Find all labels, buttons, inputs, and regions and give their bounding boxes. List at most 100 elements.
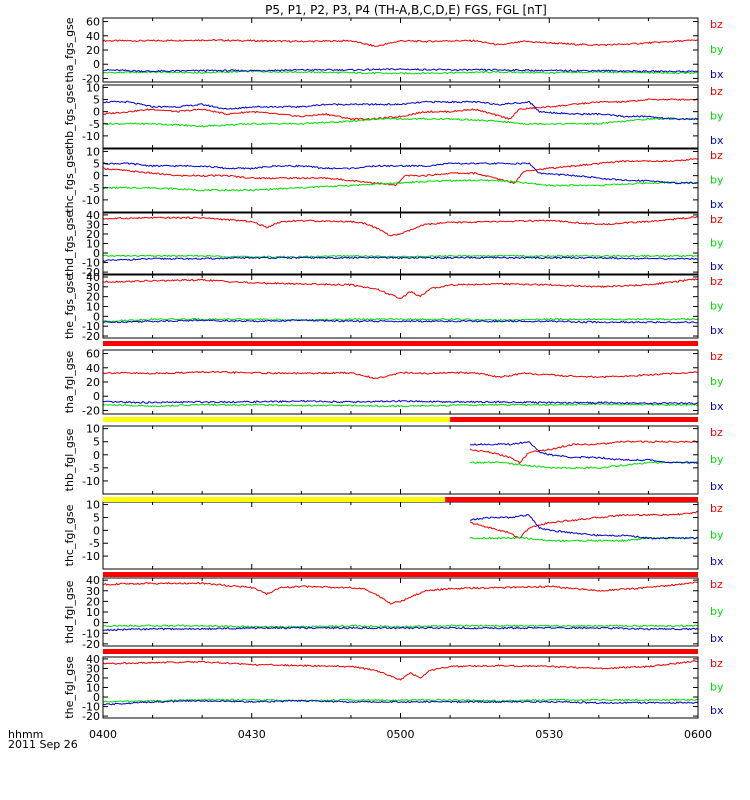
y-tick-label: 40 xyxy=(86,30,100,43)
y-tick-label: 20 xyxy=(86,44,100,57)
series-line-by xyxy=(102,402,699,408)
series-line-bx xyxy=(469,514,699,540)
series-line-bx xyxy=(102,100,699,121)
series-line-by xyxy=(102,69,699,75)
series-line-bz xyxy=(469,440,699,465)
y-tick-label: -10 xyxy=(82,627,100,640)
y-axis-label: thd_fgl_gse xyxy=(63,580,76,643)
y-tick-label: -5 xyxy=(89,182,100,195)
series-line-by xyxy=(469,461,699,470)
y-tick-label: 5 xyxy=(93,94,100,107)
y-tick-label: -10 xyxy=(82,194,100,207)
legend-label-bx: bx xyxy=(710,68,724,81)
series-line-by xyxy=(103,179,699,192)
y-tick-label: 20 xyxy=(86,228,100,241)
y-tick-label: -10 xyxy=(82,550,100,563)
legend-label-bx: bx xyxy=(710,480,724,493)
legend-label-bx: bx xyxy=(710,632,724,645)
series-line-bx xyxy=(102,626,699,632)
y-tick-label: 0 xyxy=(93,170,100,183)
y-tick-label: 30 xyxy=(86,585,100,598)
y-axis-label: thd_fgs_gse xyxy=(63,211,76,277)
y-axis-label: the_fgl_gse xyxy=(63,656,76,719)
series-line-bz xyxy=(102,370,698,380)
panel-frame xyxy=(102,212,699,275)
status-bar-segment-red xyxy=(103,341,698,346)
status-bar-segment-red xyxy=(103,572,698,577)
legend-label-bx: bx xyxy=(710,134,724,147)
series-line-bx xyxy=(469,441,699,464)
y-tick-label: 0 xyxy=(93,691,100,704)
legend-label-bz: bz xyxy=(710,350,723,363)
series-line-by xyxy=(102,698,699,703)
y-tick-label: -10 xyxy=(82,320,100,333)
legend-label-bx: bx xyxy=(710,260,724,273)
x-tick-label: 0500 xyxy=(387,728,415,741)
y-axis-label: tha_fgs_gse xyxy=(63,17,76,82)
legend-label-bz: bz xyxy=(710,657,723,670)
plot-title: P5, P1, P2, P3, P4 (TH-A,B,C,D,E) FGS, F… xyxy=(265,3,547,17)
y-tick-label: 40 xyxy=(86,271,100,284)
x-tick-label: 0430 xyxy=(238,728,266,741)
series-line-bx xyxy=(102,319,699,324)
status-bar-segment-yellow xyxy=(103,417,451,422)
series-line-bx xyxy=(102,699,699,706)
legend-label-by: by xyxy=(710,43,724,56)
x-axis-label-hhmm: hhmm xyxy=(8,728,43,741)
y-tick-label: -20 xyxy=(82,404,100,417)
y-tick-label: 10 xyxy=(86,145,100,158)
series-line-bz xyxy=(102,38,699,47)
y-tick-label: 0 xyxy=(93,106,100,119)
y-axis-label: tha_fgl_gse xyxy=(63,351,76,414)
y-tick-label: 10 xyxy=(86,238,100,251)
legend-label-by: by xyxy=(710,529,724,542)
y-tick-label: 0 xyxy=(93,390,100,403)
y-tick-label: 0 xyxy=(93,524,100,537)
status-bar-segment-red xyxy=(450,417,698,422)
legend-label-by: by xyxy=(710,605,724,618)
y-tick-label: 10 xyxy=(86,606,100,619)
y-tick-label: 30 xyxy=(86,281,100,294)
y-tick-label: 5 xyxy=(93,158,100,171)
y-tick-label: 20 xyxy=(86,376,100,389)
legend-label-bz: bz xyxy=(710,275,723,288)
status-bars-group xyxy=(103,341,698,654)
y-axis-label: thc_fgl_gse xyxy=(63,504,76,566)
y-tick-label: 40 xyxy=(86,574,100,587)
x-tick-label: 0530 xyxy=(535,728,563,741)
series-line-bx xyxy=(102,399,699,405)
y-tick-label: 40 xyxy=(86,209,100,222)
legend-label-by: by xyxy=(710,237,724,250)
series-line-bx xyxy=(102,162,699,185)
series-line-bz xyxy=(102,278,699,299)
series-line-bz xyxy=(102,158,699,187)
legend-label-bx: bx xyxy=(710,324,724,337)
panel-frame xyxy=(102,577,699,647)
legend-label-bz: bz xyxy=(710,502,723,515)
x-axis-label-date: 2011 Sep 26 xyxy=(8,738,78,751)
y-tick-label: -20 xyxy=(82,710,100,723)
legend-label-bx: bx xyxy=(710,704,724,717)
y-axis-label: thc_fgs_gse xyxy=(63,148,76,213)
y-tick-label: 60 xyxy=(86,348,100,361)
panel-frame xyxy=(102,656,699,719)
series-line-bz xyxy=(102,215,699,237)
panel-frame xyxy=(102,425,699,495)
series-line-bz xyxy=(469,511,699,539)
y-tick-label: -10 xyxy=(82,130,100,143)
y-tick-label: -20 xyxy=(82,266,100,279)
y-tick-label: 40 xyxy=(86,362,100,375)
x-axis: 0400 0430 0500 0530 0600 xyxy=(89,728,712,741)
y-tick-label: 0 xyxy=(93,247,100,260)
y-tick-label: -20 xyxy=(82,72,100,85)
